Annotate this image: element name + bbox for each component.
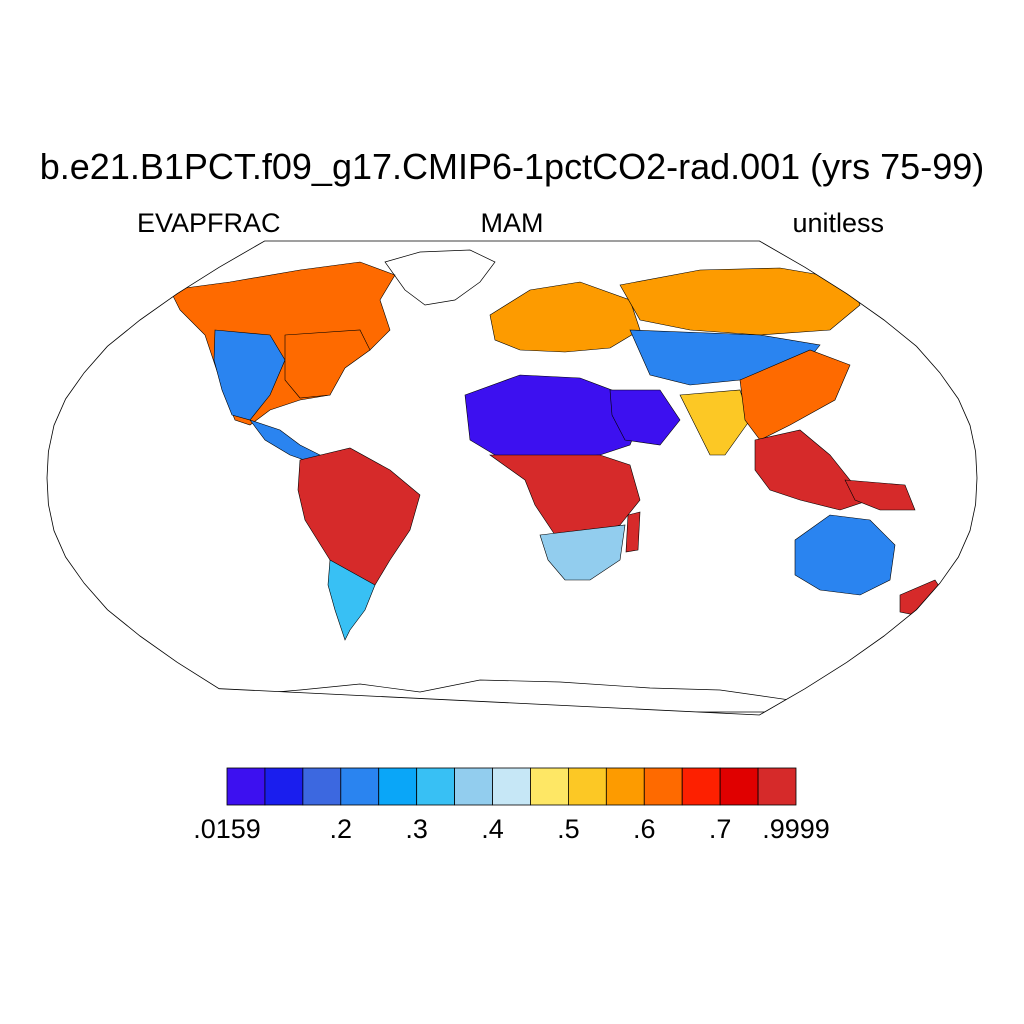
colorbar-swatch (643, 767, 683, 806)
land-se-asia (754, 429, 871, 511)
colorbar (226, 767, 797, 806)
land-indonesia-east (844, 479, 916, 511)
colorbar-tick-label: .2 (329, 814, 353, 844)
colorbar-swatch (757, 767, 797, 806)
colorbar-swatch (302, 767, 342, 806)
land-europe (489, 281, 641, 353)
colorbar-swatch (226, 767, 266, 806)
land-siberia (619, 267, 861, 336)
colorbar-swatch (681, 767, 721, 806)
colorbar-swatch (719, 767, 759, 806)
land-arabia (609, 389, 681, 446)
colorbar-swatch (378, 767, 418, 806)
plot-title: b.e21.B1PCT.f09_g17.CMIP6-1pctCO2-rad.00… (39, 146, 985, 187)
colorbar-tick-label: .5 (557, 814, 580, 844)
map-boundary (46, 240, 978, 716)
colorbar-swatch (416, 767, 456, 806)
colorbar-tick-label: .9999 (762, 814, 830, 844)
land-india (679, 389, 751, 456)
colorbar-tick-label: .3 (405, 814, 428, 844)
land-africa-central (489, 454, 641, 536)
land-central-america (249, 419, 321, 463)
colorbar-swatch (454, 767, 493, 806)
land-africa-north (464, 374, 641, 459)
colorbar-swatch (568, 767, 607, 806)
colorbar-swatch (264, 767, 304, 806)
land-usa-east (284, 329, 371, 399)
land-field (169, 249, 946, 713)
season-label: MAM (480, 208, 544, 238)
colorbar-tick-label: .6 (633, 814, 656, 844)
coastline-antarctica (239, 679, 791, 713)
colorbar-tick-label: .7 (708, 814, 732, 844)
land-africa-south (539, 524, 626, 581)
colorbar-swatch (340, 767, 380, 806)
colorbar-tick-label: .0159 (193, 814, 261, 844)
land-australia (794, 514, 896, 596)
colorbar-swatch (492, 767, 531, 806)
coastline-greenland (384, 249, 496, 306)
land-south-america-south (327, 559, 376, 641)
variable-label: EVAPFRAC (137, 208, 281, 238)
units-label: unitless (792, 208, 884, 238)
land-china (739, 349, 851, 441)
colorbar-tick-label: .4 (481, 814, 504, 844)
land-madagascar (625, 511, 641, 553)
land-south-america-north (297, 447, 421, 591)
colorbar-swatch (530, 767, 569, 806)
colorbar-swatch (605, 767, 645, 806)
